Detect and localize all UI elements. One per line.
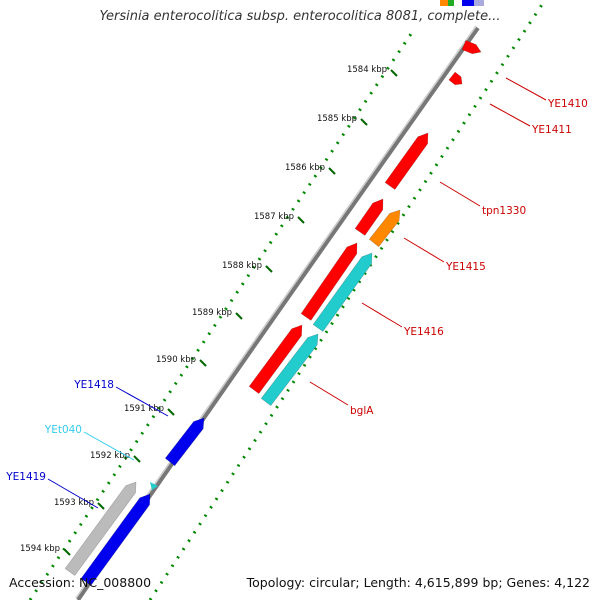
scale-tick-mark bbox=[63, 548, 71, 556]
gene-label[interactable]: YE1410 bbox=[547, 98, 588, 110]
gene-arrow-tpn1330 bbox=[384, 132, 429, 190]
trna-marker-yet040 bbox=[150, 482, 158, 490]
gene-leader-line bbox=[83, 431, 135, 461]
scale-tick-mark bbox=[133, 455, 141, 463]
scale-tick-label: 1588 kbp bbox=[222, 261, 262, 271]
gene-label[interactable]: YEt040 bbox=[44, 424, 82, 436]
scale-tick-mark bbox=[199, 359, 207, 367]
map-title: Yersinia enterocolitica subsp. enterocol… bbox=[99, 9, 501, 24]
scale-tick-label: 1586 kbp bbox=[285, 163, 325, 173]
gene-arrow-grey bbox=[64, 481, 137, 576]
gene-arrow-ye1410 bbox=[461, 40, 482, 55]
gene-leader-line bbox=[47, 478, 99, 509]
scale-tick-label: 1594 kbp bbox=[20, 544, 60, 554]
gene-label[interactable]: YE1418 bbox=[73, 379, 114, 391]
gene-label[interactable]: YE1416 bbox=[403, 326, 444, 338]
gene-arrow-bglA bbox=[260, 333, 319, 407]
gene-arrow-ye1418 bbox=[164, 417, 205, 467]
inner-dotted-ring bbox=[148, 0, 547, 600]
scale-tick-label: 1592 kbp bbox=[90, 451, 130, 461]
gene-leader-line bbox=[309, 381, 349, 406]
scale-tick-label: 1585 kbp bbox=[317, 114, 357, 124]
scale-tick-mark bbox=[360, 118, 368, 126]
scale-tick-label: 1590 kbp bbox=[156, 355, 196, 365]
gene-leader-line bbox=[403, 237, 445, 263]
gene-label[interactable]: YE1415 bbox=[445, 261, 486, 273]
gene-label[interactable]: YE1419 bbox=[5, 471, 46, 483]
gene-leader-line bbox=[115, 386, 169, 417]
gene-arrow-a bbox=[354, 198, 384, 236]
gene-leader-line bbox=[505, 77, 547, 101]
gene-label[interactable]: YE1411 bbox=[531, 124, 572, 136]
gene-arrow-ye1415 bbox=[368, 209, 401, 248]
gene-leader-line bbox=[439, 181, 481, 207]
gene-leader-line bbox=[489, 103, 531, 127]
scale-tick-label: 1593 kbp bbox=[54, 498, 94, 508]
gene-arrow-ye1411 bbox=[448, 71, 463, 86]
scale-tick-mark bbox=[167, 408, 175, 416]
gene-arrow-b bbox=[300, 242, 358, 321]
top-partial-genes bbox=[440, 0, 484, 6]
gene-label[interactable]: tpn1330 bbox=[482, 205, 526, 217]
scale-tick-label: 1587 kbp bbox=[254, 212, 294, 222]
gene-arrow-c bbox=[248, 324, 303, 395]
scale-tick-label: 1589 kbp bbox=[192, 308, 232, 318]
scale-tick-mark bbox=[265, 265, 273, 273]
scale-tick-label: 1591 kbp bbox=[124, 404, 164, 414]
scale-tick-mark bbox=[390, 69, 398, 77]
scale-tick-label: 1584 kbp bbox=[347, 65, 387, 75]
scale-tick-mark bbox=[235, 312, 243, 320]
scale-tick-mark bbox=[97, 502, 105, 510]
gene-arrow-ye1419 bbox=[80, 493, 151, 586]
gene-leader-line bbox=[361, 302, 403, 328]
genome-info-label: Topology: circular; Length: 4,615,899 bp… bbox=[246, 575, 590, 590]
scale-tick-mark bbox=[328, 167, 336, 175]
accession-label: Accession: NC_008800 bbox=[9, 575, 152, 590]
scale-tick-mark bbox=[297, 216, 305, 224]
gene-label[interactable]: bglA bbox=[350, 405, 374, 417]
gene-arrow-ye1416 bbox=[312, 252, 373, 332]
